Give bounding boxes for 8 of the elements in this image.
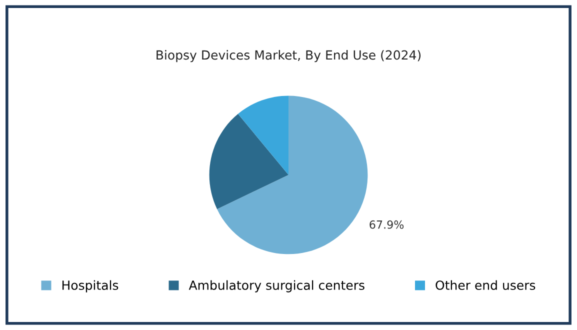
data-label: 67.9% [370, 220, 404, 229]
legend-label: Other end users [436, 280, 536, 290]
pie-slice [238, 96, 288, 175]
pie-slice [217, 96, 368, 254]
legend-label: Hospitals [62, 280, 118, 292]
legend-label: Ambulatory surgical centers [188, 280, 364, 292]
chart-title: Biopsy Devices Market, By End Use (2024) [156, 50, 421, 62]
pie-slice [209, 114, 288, 210]
